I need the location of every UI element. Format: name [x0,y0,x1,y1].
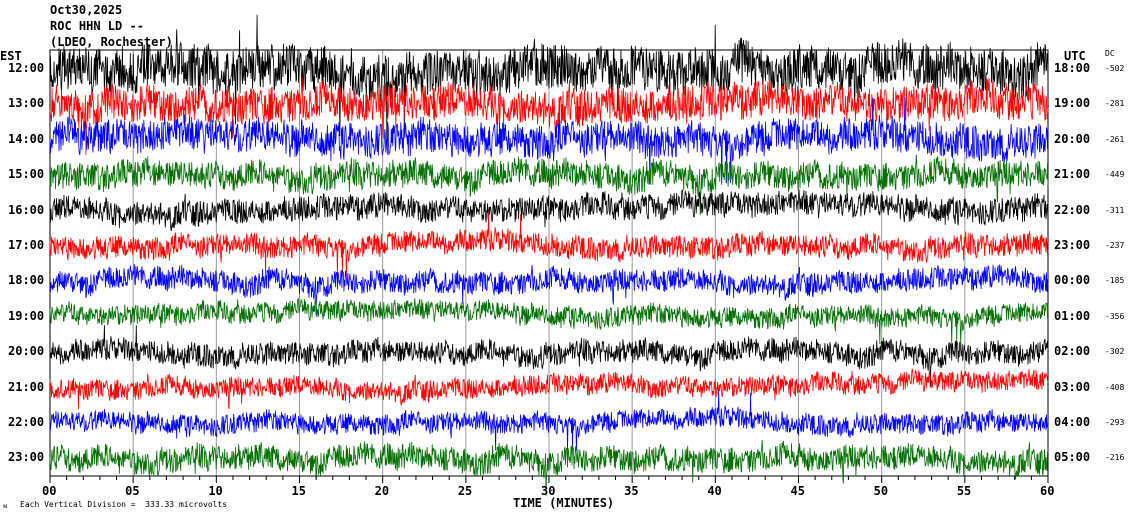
dc-offset-label: -216 [1105,453,1125,463]
est-hour-label: 22:00 [8,415,45,429]
dc-offset-label: -502 [1105,64,1125,73]
est-hour-label: 23:00 [8,450,45,465]
dc-offset-label: -281 [1105,99,1125,109]
x-tick-label: 15 [291,484,306,498]
est-hour-label: 18:00 [8,273,45,288]
network-label: (LDEO, Rochester) [50,35,173,49]
est-hour-label: 17:00 [8,238,45,252]
trace-2300 [49,439,1049,496]
dc-header: DC [1105,49,1115,58]
x-tick-label: 55 [956,484,972,498]
scale-icon: ᴍ [3,502,8,510]
utc-hour-label: 05:00 [1054,450,1091,465]
utc-hour-label: 01:00 [1054,308,1091,323]
x-tick-label: 00 [42,484,57,498]
utc-hour-label: 21:00 [1054,167,1091,182]
dc-offset-label: -311 [1105,205,1125,215]
trace-1900 [49,297,1049,345]
est-hour-label: 14:00 [8,131,45,146]
x-tick-label: 30 [541,484,556,498]
x-tick-label: 25 [457,484,473,498]
est-hour-label: 13:00 [8,96,45,111]
x-tick-label: 05 [125,484,140,498]
est-hour-label: 16:00 [8,202,45,217]
trace-1700 [49,211,1049,277]
utc-hour-label: 22:00 [1054,202,1091,217]
x-tick-label: 35 [624,484,639,498]
utc-hour-label: 03:00 [1054,379,1091,394]
est-hour-label: 19:00 [8,308,45,323]
dc-offset-label: -408 [1105,382,1125,392]
trace-1800 [50,263,1049,316]
trace-1200 [49,14,1049,145]
trace-2100 [49,368,1049,410]
dc-offset-label: -449 [1105,170,1125,180]
date-label: Oct30,2025 [50,3,123,17]
x-tick-label: 60 [1040,484,1055,498]
dc-offset-label: -261 [1105,134,1125,144]
dc-offset-label: -185 [1105,276,1125,286]
est-hour-label: 12:00 [8,61,45,75]
x-tick-label: 40 [707,484,722,498]
dc-offset-label: -293 [1105,418,1125,427]
dc-offset-label: -302 [1105,347,1125,357]
utc-hour-label: 20:00 [1054,131,1091,146]
dc-offset-label: -356 [1105,311,1125,321]
trace-1300 [49,75,1049,156]
utc-hour-label: 19:00 [1054,96,1091,111]
x-tick-label: 20 [374,484,390,498]
x-tick-label: 45 [790,484,805,498]
station-label: ROC HHN LD -- [50,19,144,33]
right-timezone: UTC [1064,49,1086,63]
x-tick-label: 50 [873,484,889,498]
utc-hour-label: 23:00 [1054,238,1091,252]
utc-hour-label: 18:00 [1054,61,1091,75]
x-tick-label: 10 [208,484,223,498]
trace-1600 [49,189,1049,232]
trace-2200 [49,390,1049,451]
trace-1500 [49,154,1049,216]
utc-hour-label: 04:00 [1054,415,1091,429]
trace-2000 [49,325,1049,388]
left-timezone: EST [0,49,22,63]
utc-hour-label: 00:00 [1054,273,1091,288]
trace-1400 [49,96,1049,185]
est-hour-label: 20:00 [8,344,45,359]
est-hour-label: 21:00 [8,379,45,394]
x-axis-title: TIME (MINUTES) [513,496,615,510]
est-hour-label: 15:00 [8,167,45,182]
utc-hour-label: 02:00 [1054,344,1091,359]
dc-offset-label: -237 [1105,241,1125,250]
scale-text: Each Vertical Division = 333.33 microvol… [20,500,228,509]
